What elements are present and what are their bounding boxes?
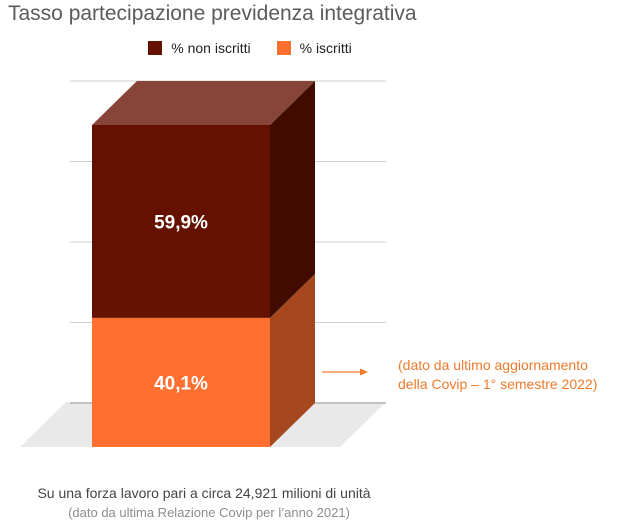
legend-label-non-iscritti: % non iscritti: [171, 40, 251, 56]
data-label-iscritti: 40,1%: [154, 373, 208, 394]
chart-legend: % non iscritti % iscritti: [0, 40, 500, 56]
bar-segment-iscritti[interactable]: [92, 317, 270, 447]
bar-side-non-iscritti: [270, 81, 315, 318]
legend-item-non-iscritti[interactable]: % non iscritti: [148, 40, 251, 56]
legend-label-iscritti: % iscritti: [299, 40, 352, 56]
data-label-non-iscritti: 59,9%: [154, 212, 208, 233]
footer-caption: Su una forza lavoro pari a circa 24,921 …: [37, 485, 371, 501]
source-note-line-1: (dato da ultimo aggiornamento: [398, 357, 588, 373]
chart-title: Tasso partecipazione previdenza integrat…: [8, 2, 417, 25]
source-note: (dato da ultimo aggiornamento della Covi…: [398, 356, 624, 394]
source-note-line-2: della Covip – 1° semestre 2022): [398, 376, 598, 392]
footer-source: (dato da ultima Relazione Covip per l’an…: [68, 505, 350, 520]
bar-side-iscritti: [270, 273, 315, 447]
bar-top-non-iscritti: [92, 81, 315, 125]
data-labels: 40,1% 59,9%: [154, 212, 208, 394]
legend-item-iscritti[interactable]: % iscritti: [276, 40, 352, 56]
note-arrow: [322, 368, 368, 376]
legend-swatch-non-iscritti: [148, 41, 163, 55]
bar-segment-non-iscritti[interactable]: [92, 125, 270, 318]
stacked-bar: [92, 81, 315, 447]
legend-swatch-iscritti: [276, 41, 291, 55]
